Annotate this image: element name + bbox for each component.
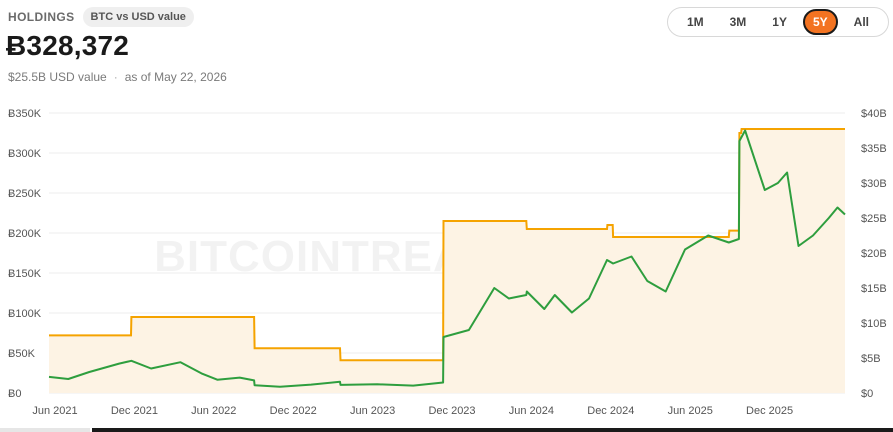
btc-total: Ƀ328,372 <box>6 30 130 61</box>
range-1m-button[interactable]: 1M <box>686 15 704 29</box>
scrollbar-track <box>0 428 90 432</box>
scrollbar-thumb[interactable] <box>92 428 893 432</box>
usd-value: $25.5B USD value <box>8 70 107 84</box>
y-right-tick-label: $35B <box>861 143 887 155</box>
section-label: HOLDINGS <box>8 10 75 24</box>
holdings-header: HOLDINGS BTC vs USD value <box>8 7 194 27</box>
x-tick-label: Dec 2022 <box>270 405 317 417</box>
y-right-tick-label: $30B <box>861 178 887 190</box>
x-tick-label: Dec 2023 <box>428 405 475 417</box>
y-right-tick-label: $15B <box>861 283 887 295</box>
usd-value-line <box>48 129 846 388</box>
y-left-tick-label: Ƀ150K <box>8 268 42 280</box>
x-tick-label: Dec 2024 <box>587 405 634 417</box>
y-left-tick-label: Ƀ350K <box>8 108 42 120</box>
y-left-tick-label: Ƀ100K <box>8 308 42 320</box>
y-left-tick-label: Ƀ0 <box>8 388 21 400</box>
range-all-button[interactable]: All <box>853 15 869 29</box>
y-right-tick-label: $20B <box>861 248 887 260</box>
x-tick-label: Dec 2025 <box>746 405 793 417</box>
range-5y-button[interactable]: 5Y <box>802 9 838 35</box>
y-right-tick-label: $10B <box>861 318 887 330</box>
y-left-tick-label: Ƀ50K <box>8 348 36 360</box>
y-right-tick-label: $40B <box>861 108 887 120</box>
x-tick-label: Dec 2021 <box>111 405 158 417</box>
y-left-tick-label: Ƀ300K <box>8 148 42 160</box>
x-tick-label: Jun 2025 <box>668 405 713 417</box>
y-left-tick-label: Ƀ200K <box>8 228 42 240</box>
range-selector: 1M 3M 1Y 5Y All <box>666 7 889 37</box>
y-left-tick-label: Ƀ250K <box>8 188 42 200</box>
y-right-tick-label: $0 <box>861 388 873 400</box>
y-right-tick-label: $5B <box>861 353 881 365</box>
mode-pill[interactable]: BTC vs USD value <box>82 7 194 27</box>
range-3m-button[interactable]: 3M <box>729 15 747 29</box>
as-of-date: as of May 22, 2026 <box>124 70 227 84</box>
x-tick-label: Jun 2023 <box>350 405 395 417</box>
x-tick-label: Jun 2021 <box>32 405 77 417</box>
x-tick-label: Jun 2022 <box>191 405 236 417</box>
holdings-area <box>49 129 845 393</box>
y-right-tick-label: $25B <box>861 213 887 225</box>
holdings-chart[interactable]: BITCOINTREASURIES.NETɃ0Ƀ50KɃ100KɃ150KɃ20… <box>0 96 893 421</box>
x-tick-label: Jun 2024 <box>509 405 554 417</box>
subtitle-row: $25.5B USD value · as of May 22, 2026 <box>8 70 227 84</box>
range-1y-button[interactable]: 1Y <box>772 15 787 29</box>
separator-dot: · <box>113 70 118 84</box>
